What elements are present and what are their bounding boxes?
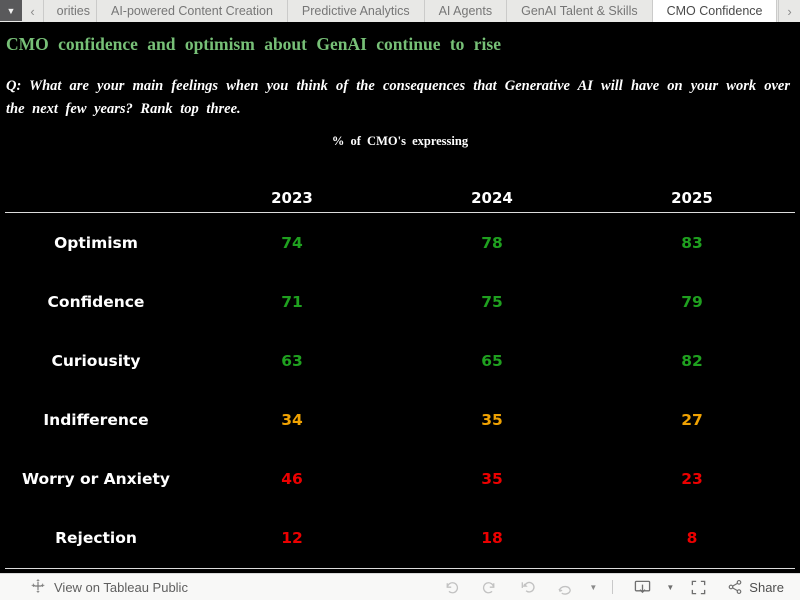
tabs-scroll-right[interactable]: › [778, 0, 800, 22]
sheet-menu-button[interactable]: ▼ [0, 0, 22, 21]
redo-button[interactable] [470, 579, 508, 596]
cell-value: 74 [281, 233, 303, 252]
row-label: Rejection [55, 529, 137, 548]
viz-canvas: CMO confidence and optimism about GenAI … [0, 22, 800, 573]
cell-value: 35 [481, 411, 503, 430]
cell-value: 18 [481, 529, 503, 548]
auto-update-caret[interactable]: ▼ [584, 583, 602, 592]
chevron-left-icon: ‹ [30, 3, 35, 19]
cell-value: 79 [681, 292, 703, 311]
cell-value: 23 [681, 470, 703, 489]
row-label: Curiousity [51, 351, 141, 370]
row-label-column-header [0, 185, 192, 211]
footer-divider-line [5, 568, 795, 569]
tableau-footer-toolbar: View on Tableau Public [0, 573, 800, 600]
tabs-scroll-left[interactable]: ‹ [22, 0, 44, 22]
toolbar-actions: ▼ ▼ Share [432, 579, 784, 596]
fullscreen-button[interactable] [679, 579, 717, 596]
table-row: Rejection 12 18 8 [0, 509, 792, 568]
tab-predictive-analytics[interactable]: Predictive Analytics [288, 0, 425, 22]
column-header-2024: 2024 [471, 189, 513, 207]
table-header-row: 2023 2024 2025 [0, 185, 792, 211]
download-caret[interactable]: ▼ [661, 583, 679, 592]
tab-priorities[interactable]: orities [44, 0, 97, 22]
caret-down-icon: ▼ [589, 582, 598, 592]
tab-ai-agents[interactable]: AI Agents [425, 0, 508, 22]
column-header-2023: 2023 [271, 189, 313, 207]
share-button[interactable]: Share [727, 579, 784, 595]
column-header-2025: 2025 [671, 189, 713, 207]
tab-label: AI Agents [438, 4, 493, 18]
dropdown-arrow-icon: ▼ [6, 5, 16, 16]
table-body: Optimism 74 78 83 Confidence 71 75 79 Cu… [0, 213, 792, 568]
tab-cmo-confidence[interactable]: CMO Confidence [652, 0, 778, 22]
caret-down-icon: ▼ [666, 582, 675, 592]
download-button[interactable] [623, 579, 661, 596]
tab-label: GenAI Talent & Skills [521, 4, 638, 18]
view-on-tableau-public-link[interactable]: View on Tableau Public [30, 578, 188, 597]
share-label: Share [749, 579, 784, 595]
table-row: Curiousity 63 65 82 [0, 331, 792, 390]
viz-title: CMO confidence and optimism about GenAI … [6, 34, 501, 54]
row-label: Optimism [54, 233, 138, 252]
cell-value: 75 [481, 292, 503, 311]
viz-question-text: Q: What are your main feelings when you … [6, 78, 790, 118]
cell-value: 8 [686, 529, 698, 548]
cell-value: 83 [681, 233, 703, 252]
revert-button[interactable] [508, 579, 546, 596]
view-on-tableau-public-label: View on Tableau Public [54, 579, 188, 595]
cell-value: 27 [681, 411, 703, 430]
table-row: Confidence 71 75 79 [0, 272, 792, 331]
cell-value: 63 [281, 351, 303, 370]
tab-ai-powered-content-creation[interactable]: AI-powered Content Creation [97, 0, 288, 22]
table-row: Worry or Anxiety 46 35 23 [0, 450, 792, 509]
table-row: Indifference 34 35 27 [0, 391, 792, 450]
tab-label: Predictive Analytics [301, 4, 410, 18]
tableau-logo-icon [30, 578, 46, 597]
tab-genai-talent-skills[interactable]: GenAI Talent & Skills [507, 0, 653, 22]
undo-button[interactable] [432, 579, 470, 596]
cell-value: 12 [281, 529, 303, 548]
cell-value: 35 [481, 470, 503, 489]
cell-value: 82 [681, 351, 703, 370]
row-label: Confidence [47, 292, 145, 311]
cell-value: 65 [481, 351, 503, 370]
chevron-right-icon: › [787, 3, 792, 19]
tab-label: CMO Confidence [666, 4, 763, 18]
table-row: Optimism 74 78 83 [0, 213, 792, 272]
tab-label: AI-powered Content Creation [111, 4, 273, 18]
header-divider-line [5, 212, 795, 213]
toolbar-divider [612, 580, 614, 594]
cell-value: 78 [481, 233, 503, 252]
refresh-button[interactable] [546, 580, 584, 595]
cell-value: 46 [281, 470, 303, 489]
cell-value: 34 [281, 411, 303, 430]
tab-label: orities [56, 4, 90, 18]
sheet-tab-bar: ▼ ‹ orities AI-powered Content Creation … [0, 0, 800, 22]
row-label: Worry or Anxiety [21, 470, 171, 489]
cell-value: 71 [281, 292, 303, 311]
row-label: Indifference [43, 411, 149, 430]
viz-subtitle: % of CMO's expressing [331, 134, 469, 148]
